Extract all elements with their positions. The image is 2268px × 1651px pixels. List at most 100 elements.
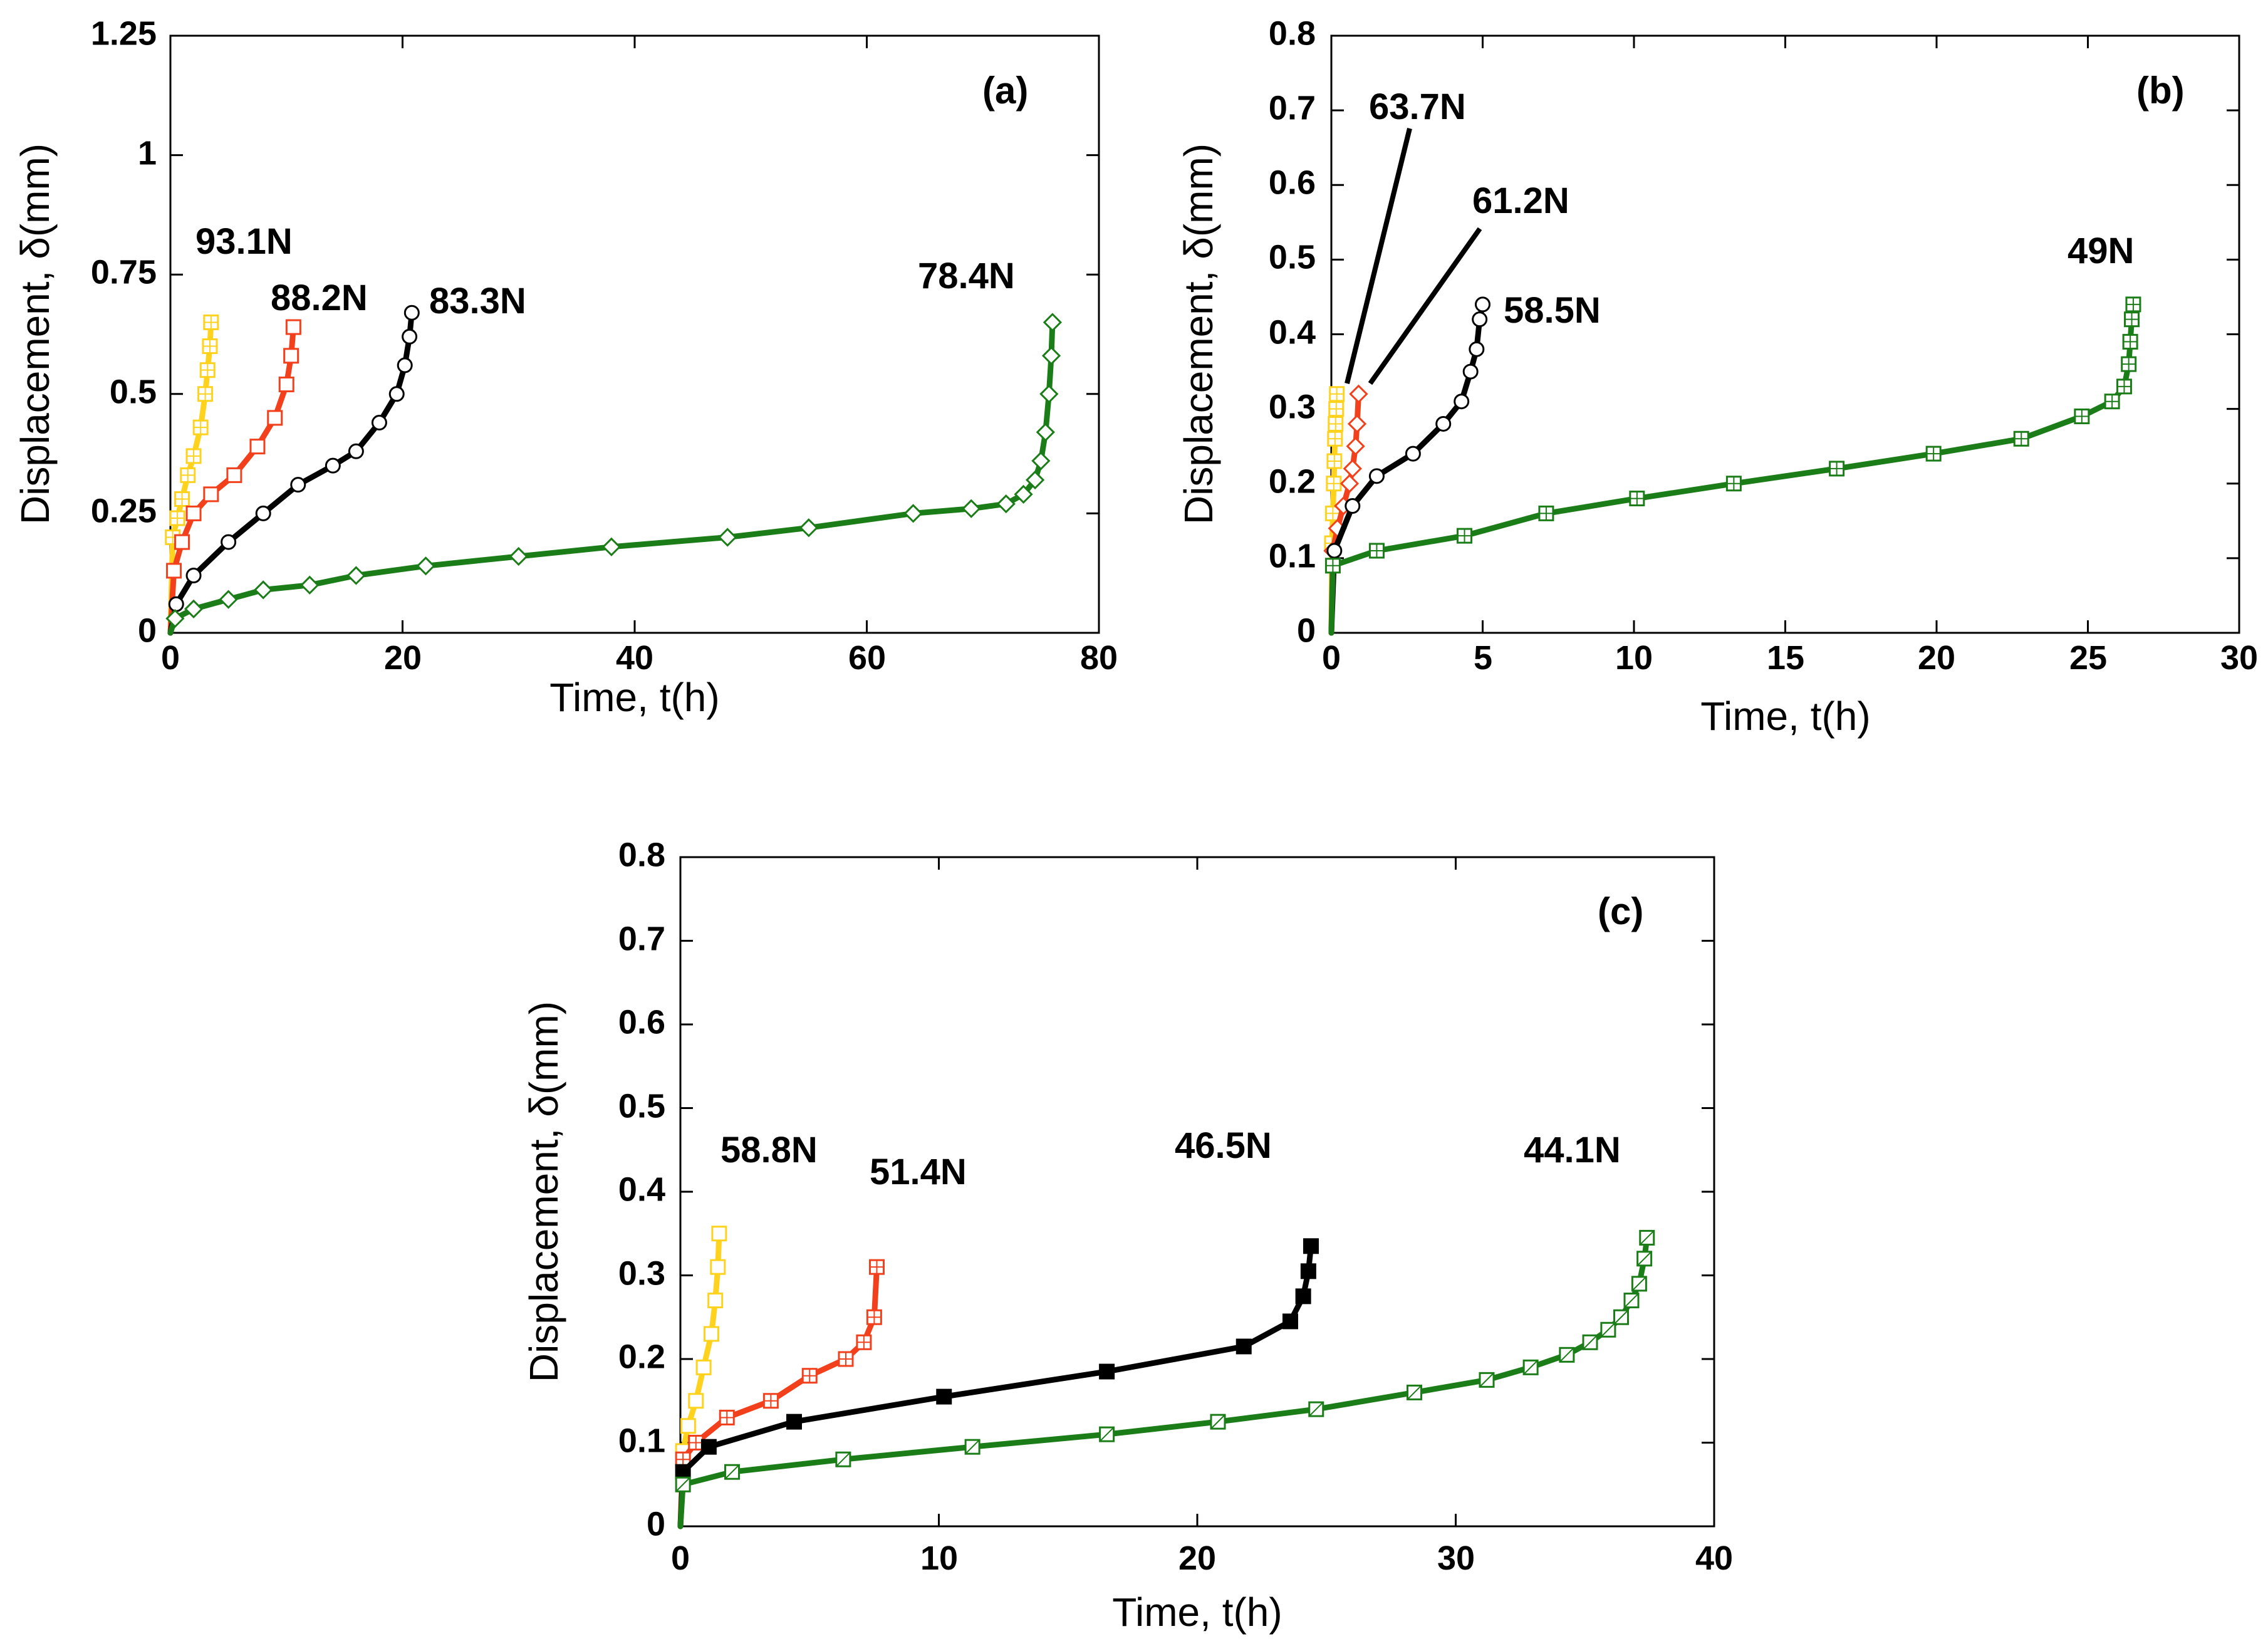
- square-marker: [203, 486, 219, 503]
- marker-slash: [1601, 1322, 1616, 1337]
- series-label: 88.2N: [271, 278, 368, 318]
- filled-square-marker: [1099, 1363, 1115, 1380]
- x-tick-label: 20: [1178, 1539, 1216, 1577]
- x-tick-label: 0: [671, 1539, 690, 1577]
- circle-marker: [1326, 543, 1343, 559]
- circle-marker: [1475, 296, 1490, 313]
- y-tick-label: 0.6: [618, 1003, 665, 1041]
- panel-b: 0 0.1 0.2 0.3 0.4 0.5 0.6 0.7 0.8 0 5 10…: [1176, 14, 2258, 739]
- marker-slash: [1640, 1230, 1655, 1246]
- leader-line: [1345, 128, 1412, 384]
- square-marker: [680, 1418, 696, 1434]
- diamond-marker: [219, 590, 238, 609]
- series-line-78.4N: [167, 319, 1056, 636]
- diamond-marker: [416, 556, 435, 576]
- filled-square-marker: [1295, 1288, 1311, 1305]
- diamond-marker: [903, 504, 923, 523]
- diamond-marker: [1043, 313, 1063, 332]
- circle-marker: [1405, 445, 1421, 462]
- series-layer: [675, 1226, 1655, 1529]
- series-line-44.1N: [677, 1234, 1650, 1529]
- y-axis-label: Displacement, δ(mm): [521, 1001, 566, 1382]
- marker-slash: [1479, 1372, 1494, 1388]
- square-marker: [185, 505, 202, 521]
- series-label: 58.5N: [1504, 290, 1601, 331]
- series-layer: [1323, 296, 2141, 636]
- y-tick-label: 0: [647, 1505, 665, 1543]
- y-tick-label: 0.5: [110, 373, 157, 410]
- diamond-marker: [165, 609, 185, 628]
- marker-slash: [675, 1477, 690, 1492]
- diamond-marker: [1349, 384, 1368, 404]
- diamond-marker: [1036, 422, 1055, 442]
- circle-marker: [221, 534, 237, 550]
- y-tick-label: 0.7: [1269, 89, 1316, 127]
- series-label: 61.2N: [1472, 180, 1569, 221]
- diamond-marker: [996, 494, 1016, 514]
- filled-square-marker: [1303, 1238, 1319, 1254]
- series-line-49N: [1328, 301, 2136, 636]
- circle-marker: [1469, 341, 1485, 357]
- x-tick-label: 40: [616, 639, 653, 677]
- series-label: 78.4N: [918, 256, 1015, 296]
- x-tick-label: 0: [161, 639, 180, 677]
- y-tick-label: 0.5: [1269, 238, 1316, 276]
- marker-slash: [1613, 1310, 1629, 1325]
- circle-marker: [1454, 393, 1470, 410]
- x-tick-label: 15: [1767, 639, 1804, 677]
- filled-square-marker: [1282, 1313, 1298, 1330]
- series-label: 93.1N: [195, 221, 293, 262]
- y-tick-label: 0.8: [1269, 14, 1316, 52]
- square-marker: [707, 1293, 724, 1309]
- circle-marker: [403, 305, 420, 321]
- marker-slash: [1624, 1293, 1639, 1308]
- filled-square-marker: [1235, 1338, 1252, 1355]
- diamond-marker: [1346, 437, 1365, 456]
- y-axis-label: Displacement, δ(mm): [13, 143, 58, 524]
- y-tick-label: 0.75: [91, 253, 157, 291]
- diamond-marker: [184, 599, 204, 619]
- y-tick-label: 0.2: [618, 1338, 665, 1375]
- marker-slash: [1099, 1427, 1115, 1442]
- series-layer: [165, 305, 1063, 636]
- y-tick-label: 0.4: [618, 1170, 665, 1208]
- marker-slash: [1309, 1402, 1324, 1417]
- square-marker: [285, 319, 301, 335]
- x-axis-label: Time, t(h): [1112, 1590, 1282, 1635]
- diamond-marker: [254, 580, 273, 600]
- diamond-marker: [718, 528, 737, 547]
- series-label: 46.5N: [1175, 1125, 1272, 1166]
- y-tick-label: 0.3: [1269, 388, 1316, 425]
- x-tick-label: 5: [1474, 639, 1492, 677]
- marker-slash: [1407, 1385, 1422, 1400]
- y-tick-label: 0.8: [618, 836, 665, 873]
- diamond-marker: [1025, 470, 1045, 490]
- square-marker: [267, 410, 283, 426]
- filled-square-marker: [1300, 1263, 1316, 1279]
- x-axis-label: Time, t(h): [549, 675, 719, 720]
- diamond-marker: [601, 537, 622, 556]
- y-tick-label: 0.1: [618, 1422, 665, 1459]
- series-label: 51.4N: [870, 1152, 967, 1192]
- diamond-marker: [509, 546, 528, 566]
- x-axis-label: Time, t(h): [1700, 694, 1870, 739]
- square-marker: [226, 467, 242, 483]
- circle-marker: [1472, 311, 1488, 328]
- y-tick-label: 0.4: [1269, 313, 1316, 351]
- series-label: 49N: [2068, 231, 2134, 271]
- panel-label: (a): [982, 70, 1028, 112]
- x-tick-label: 10: [1615, 639, 1653, 677]
- circle-marker: [1435, 415, 1452, 432]
- x-tick-label: 20: [1918, 639, 1955, 677]
- circle-marker: [1462, 363, 1479, 380]
- marker-slash: [1636, 1251, 1652, 1266]
- square-marker: [249, 439, 266, 455]
- x-tick-label: 0: [1322, 639, 1341, 677]
- series-label: 58.8N: [720, 1130, 818, 1170]
- marker-slash: [1583, 1335, 1598, 1350]
- diamond-marker: [1343, 459, 1362, 479]
- circle-marker: [185, 568, 202, 584]
- marker-slash: [836, 1452, 851, 1467]
- marker-slash: [965, 1439, 980, 1454]
- y-axis-label: Displacement, δ(mm): [1176, 143, 1221, 524]
